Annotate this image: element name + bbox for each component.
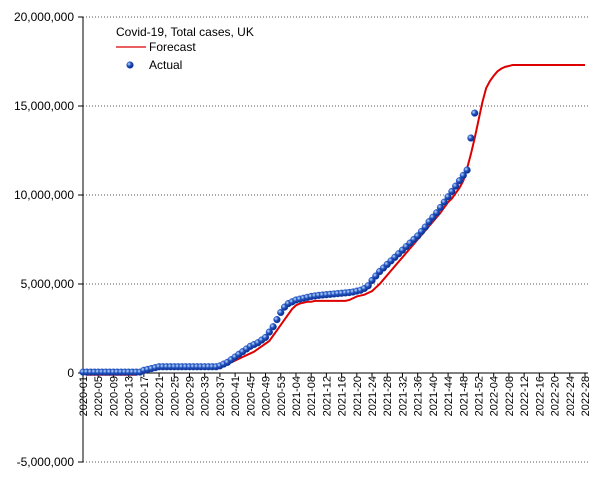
- grid: -5,000,000 0 5,000,000 10,000,000 15,000,000…: [14, 10, 592, 469]
- data-point: [463, 166, 471, 174]
- plot-area: [79, 64, 585, 376]
- x-tick-label: 2020-53: [276, 376, 288, 416]
- data-point: [277, 308, 285, 317]
- data-point: [455, 177, 464, 185]
- data-point: [269, 323, 277, 331]
- x-tick-label: 2020-45: [245, 376, 257, 416]
- x-tick-label: 2022-12: [519, 376, 531, 416]
- x-tick-label: 2021-12: [321, 376, 333, 416]
- legend-label: Forecast: [149, 40, 196, 54]
- data-point: [364, 282, 372, 290]
- x-tick-label: 2021-44: [443, 376, 455, 416]
- x-tick-label: 2021-52: [474, 376, 486, 416]
- x-tick-label: 2021-08: [306, 376, 318, 416]
- x-tick-label: 2022-04: [489, 376, 501, 416]
- x-tick-label: 2021-32: [397, 376, 409, 416]
- x-tick-label: 2020-17: [139, 376, 151, 416]
- y-tick-label: -5,000,000: [17, 455, 75, 469]
- forecast-line: [82, 64, 585, 376]
- y-tick-label: 5,000,000: [21, 277, 75, 291]
- data-point: [471, 109, 479, 117]
- x-tick-label: 2021-36: [413, 376, 425, 416]
- y-tick-label: 10,000,000: [14, 188, 74, 202]
- legend-swatch: [126, 61, 134, 69]
- x-tick-label: 2022-24: [565, 376, 577, 416]
- x-tick-label: 2020-21: [154, 376, 166, 416]
- x-tick-label: 2021-28: [382, 376, 394, 416]
- x-tick-label: 2020-09: [108, 376, 120, 416]
- y-tick-label: 0: [67, 366, 74, 380]
- x-tick-label: 2020-25: [169, 376, 181, 416]
- x-tick-label: 2021-48: [458, 376, 470, 416]
- x-tick-label: 2021-24: [367, 376, 379, 416]
- data-point: [261, 333, 270, 342]
- x-tick-label: 2022-08: [504, 376, 516, 416]
- x-tick-label: 2020-05: [93, 376, 105, 416]
- data-point: [436, 203, 445, 212]
- x-tick-label: 2021-20: [352, 376, 364, 416]
- x-tick-label: 2022-16: [534, 376, 546, 416]
- data-point: [273, 316, 281, 324]
- x-tick-label: 2020-41: [230, 376, 242, 416]
- x-tick-label: 2020-13: [124, 376, 136, 416]
- x-tick-label: 2020-29: [184, 376, 196, 416]
- data-point: [440, 198, 448, 206]
- legend-title: Covid-19, Total cases, UK: [116, 25, 254, 39]
- data-point: [459, 171, 467, 180]
- data-point: [265, 328, 273, 336]
- x-tick-label: 2020-49: [261, 376, 273, 416]
- x-tick-label: 2020-37: [215, 376, 227, 416]
- y-tick-label: 15,000,000: [14, 99, 74, 113]
- x-tick-label: 2020-33: [200, 376, 212, 416]
- x-tick-label: 2021-04: [291, 376, 303, 416]
- x-tick-label: 2020-01: [78, 376, 90, 416]
- y-tick-label: 20,000,000: [14, 10, 74, 24]
- data-point: [444, 193, 452, 201]
- legend-label: Actual: [149, 58, 182, 72]
- data-point: [421, 223, 429, 231]
- data-point: [448, 187, 456, 196]
- legend: Covid-19, Total cases, UK Forecast Actual: [116, 25, 254, 72]
- data-point: [467, 134, 475, 142]
- x-tick-label: 2021-16: [337, 376, 349, 416]
- x-tick-label: 2021-40: [428, 376, 440, 416]
- data-point: [433, 209, 441, 217]
- x-tick-label: 2022-28: [580, 376, 592, 416]
- x-tick-label: 2022-20: [550, 376, 562, 416]
- data-point: [452, 182, 460, 190]
